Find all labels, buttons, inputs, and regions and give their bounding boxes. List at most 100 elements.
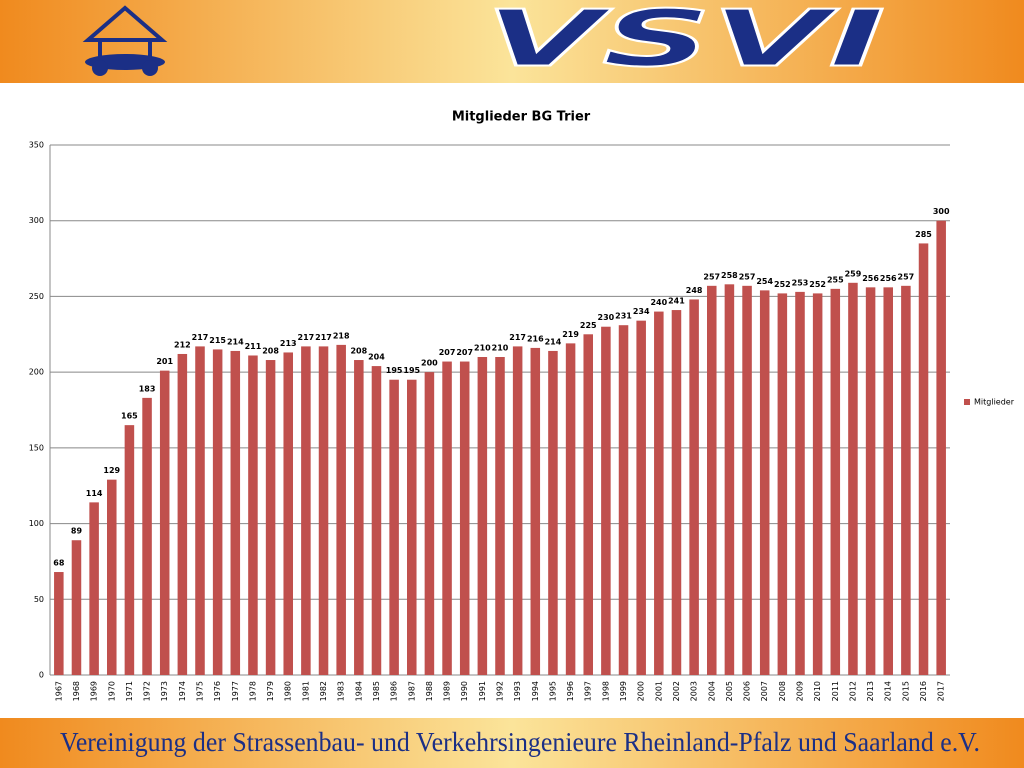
bar [742, 285, 752, 675]
value-label: 230 [598, 313, 615, 322]
bar [689, 299, 699, 675]
chart-title: Mitglieder BG Trier [452, 110, 591, 125]
value-label: 253 [792, 278, 809, 287]
value-label: 215 [209, 336, 226, 345]
value-label: 217 [315, 333, 332, 342]
x-tick-label: 1979 [266, 681, 275, 701]
bar [336, 344, 346, 675]
x-tick-label: 2008 [778, 681, 787, 701]
value-label: 195 [386, 366, 403, 375]
value-label: 259 [845, 269, 862, 278]
bar [759, 290, 770, 675]
x-tick-label: 2010 [813, 681, 822, 701]
bar [830, 288, 841, 675]
x-tick-label: 2016 [919, 681, 928, 701]
bar [459, 361, 470, 675]
x-tick-label: 1982 [319, 681, 328, 701]
value-label: 225 [580, 321, 597, 330]
value-label: 195 [403, 366, 420, 375]
bar [654, 311, 664, 675]
value-label: 214 [227, 337, 244, 346]
x-tick-label: 1989 [443, 681, 452, 701]
y-tick-label: 200 [29, 368, 44, 377]
legend-label: Mitglieder [974, 398, 1015, 407]
x-tick-label: 1981 [301, 681, 310, 701]
bar [89, 502, 99, 675]
x-tick-label: 2013 [866, 681, 875, 701]
value-label: 208 [262, 347, 279, 356]
value-label: 207 [439, 348, 456, 357]
value-label: 200 [421, 359, 438, 368]
bar [707, 285, 717, 675]
bar [530, 347, 541, 675]
value-label: 256 [862, 274, 879, 283]
value-label: 252 [809, 280, 826, 289]
bar [159, 370, 170, 675]
bar [283, 352, 293, 675]
x-tick-label: 1995 [548, 681, 557, 701]
value-label: 231 [615, 312, 632, 321]
bar [583, 334, 593, 675]
value-label: 216 [527, 334, 544, 343]
bar [724, 284, 735, 675]
value-label: 257 [898, 272, 915, 281]
value-label: 256 [880, 274, 897, 283]
x-tick-label: 1977 [231, 681, 240, 701]
value-label: 183 [139, 384, 156, 393]
bar [124, 425, 135, 675]
bar [795, 291, 805, 675]
x-tick-label: 2004 [707, 681, 716, 701]
bar [389, 379, 399, 675]
value-label: 207 [456, 348, 473, 357]
value-label: 257 [739, 272, 756, 281]
footer-band [0, 718, 1024, 768]
bar [195, 346, 205, 675]
value-label: 258 [721, 271, 738, 280]
value-label: 300 [933, 207, 950, 216]
bar [54, 572, 64, 675]
value-label: 285 [915, 230, 932, 239]
bar [301, 346, 311, 675]
x-tick-label: 1996 [566, 681, 575, 701]
value-label: 252 [774, 280, 791, 289]
value-label: 248 [686, 286, 703, 295]
x-tick-label: 1980 [284, 681, 293, 701]
x-tick-label: 2006 [743, 681, 752, 701]
bar [548, 350, 558, 675]
bar [318, 346, 329, 675]
bar [636, 320, 646, 675]
x-tick-label: 2003 [690, 681, 699, 701]
brand: VSVI [485, 0, 885, 84]
value-label: 214 [545, 337, 562, 346]
value-label: 114 [86, 489, 103, 498]
value-label: 254 [756, 277, 773, 286]
x-tick-label: 2000 [637, 681, 646, 701]
value-label: 219 [562, 330, 579, 339]
footer-text: Vereinigung der Strassenbau- und Verkehr… [60, 727, 980, 757]
bar [142, 397, 152, 675]
value-label: 255 [827, 275, 844, 284]
value-label: 165 [121, 412, 138, 421]
bar [865, 287, 876, 675]
value-label: 201 [156, 357, 173, 366]
value-label: 129 [103, 466, 120, 475]
bar [618, 325, 629, 675]
x-tick-label: 1991 [478, 681, 487, 701]
x-tick-label: 1990 [460, 681, 469, 701]
header-band [0, 0, 1024, 83]
x-tick-label: 1999 [619, 681, 628, 701]
bar [671, 310, 682, 675]
bar [565, 343, 576, 675]
bar [812, 293, 823, 675]
bar [107, 479, 117, 675]
chart: 0 50 100 150 200 250 300 350 1967 68 1968 89 1969 114… [29, 141, 1015, 702]
y-tick-label: 100 [29, 519, 44, 528]
legend-swatch [964, 399, 970, 405]
y-tick-label: 150 [29, 443, 44, 452]
x-tick-label: 2015 [901, 681, 910, 701]
x-tick-label: 1967 [54, 681, 63, 701]
x-tick-label: 1994 [531, 681, 540, 701]
value-label: 217 [509, 333, 526, 342]
x-tick-label: 1988 [425, 681, 434, 701]
